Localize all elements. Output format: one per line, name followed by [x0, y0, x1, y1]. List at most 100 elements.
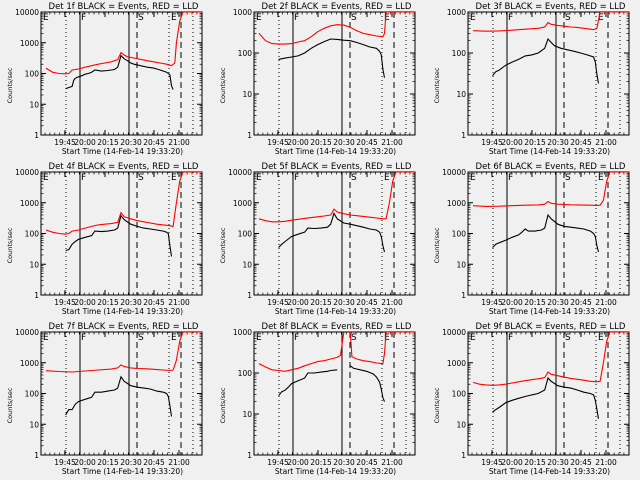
y-tick-label: 1	[461, 451, 466, 460]
interval-marker: E	[171, 333, 177, 343]
y-tick-label: 10	[456, 260, 466, 269]
interval-marker: S	[351, 333, 357, 343]
y-tick-label: 1	[34, 451, 39, 460]
y-tick-label: 1	[247, 451, 252, 460]
events-series-line	[492, 37, 600, 84]
x-tick-label: 20:00	[74, 298, 96, 307]
plot-frame	[467, 11, 630, 136]
x-tick-label: 20:00	[287, 458, 309, 467]
interval-marker: E	[256, 333, 262, 343]
y-tick-label: 10	[242, 260, 252, 269]
interval-marker: S	[138, 173, 144, 183]
y-axis-label: Counts/sec	[433, 67, 441, 103]
interval-marker: F	[81, 173, 86, 183]
detector-panel-3: Det 3f BLACK = Events, RED = LLD 1 10 100 10…	[427, 0, 640, 160]
y-tick-label: 1000	[447, 8, 466, 17]
x-tick-label: 20:30	[333, 298, 355, 307]
lld-series-line	[258, 12, 415, 45]
y-tick-label: 10	[29, 420, 39, 429]
y-tick-label: 10000	[442, 328, 466, 337]
y-tick-label: 10000	[228, 168, 252, 177]
x-tick-label: 20:30	[333, 138, 355, 147]
y-tick-label: 10	[29, 100, 39, 109]
y-tick-label: 1000	[20, 39, 39, 48]
x-tick-label: 21:00	[381, 458, 403, 467]
x-tick-label: 20:45	[356, 298, 378, 307]
x-tick-label: 20:00	[287, 138, 309, 147]
x-tick-label: 20:30	[120, 298, 142, 307]
chart-title: Det 2f BLACK = Events, RED = LLD	[262, 2, 412, 12]
x-axis-label: Start Time (14-Feb-14 19:33:20)	[275, 307, 396, 316]
interval-marker: F	[294, 333, 299, 343]
x-tick-label: 21:00	[381, 138, 403, 147]
interval-marker: F	[81, 13, 86, 23]
events-series-line	[65, 214, 173, 257]
y-tick-label: 10	[29, 260, 39, 269]
y-tick-label: 100	[452, 390, 467, 399]
y-axis-label: Counts/sec	[433, 387, 441, 423]
y-tick-label: 1000	[233, 8, 252, 17]
x-tick-label: 20:30	[547, 298, 569, 307]
interval-marker: S	[565, 13, 571, 23]
y-axis-label: Counts/sec	[219, 67, 227, 103]
x-tick-label: 19:45	[481, 138, 503, 147]
interval-marker: E	[256, 13, 262, 23]
interval-marker: S	[565, 333, 571, 343]
y-tick-label: 100	[238, 369, 253, 378]
x-tick-label: 19:45	[54, 138, 76, 147]
x-axis-label: Start Time (14-Feb-14 19:33:20)	[62, 147, 183, 156]
x-axis-label: Start Time (14-Feb-14 19:33:20)	[489, 467, 610, 476]
interval-marker: E	[470, 13, 476, 23]
x-tick-label: 21:00	[381, 298, 403, 307]
x-tick-label: 20:00	[74, 138, 96, 147]
x-tick-label: 19:45	[54, 458, 76, 467]
y-tick-label: 100	[452, 49, 467, 58]
y-tick-label: 10	[242, 410, 252, 419]
x-tick-label: 20:15	[310, 298, 332, 307]
x-tick-label: 20:45	[356, 138, 378, 147]
y-tick-label: 1	[247, 291, 252, 300]
y-tick-label: 1	[34, 291, 39, 300]
events-series-line	[65, 375, 173, 417]
detector-panel-2: Det 2f BLACK = Events, RED = LLD 1 10 100 10…	[213, 0, 426, 160]
y-tick-label: 1	[461, 131, 466, 140]
lld-series-line	[472, 172, 629, 207]
x-tick-label: 21:00	[595, 138, 617, 147]
chart-svg: Det 3f BLACK = Events, RED = LLD 1 10 100 10…	[433, 2, 630, 156]
x-tick-label: 20:15	[524, 138, 546, 147]
chart-title: Det 4f BLACK = Events, RED = LLD	[49, 162, 199, 172]
chart-title: Det 1f BLACK = Events, RED = LLD	[49, 2, 199, 12]
events-series-line	[65, 54, 174, 90]
x-tick-label: 20:30	[547, 138, 569, 147]
y-tick-label: 100	[25, 70, 40, 79]
detector-panel-8: Det 8f BLACK = Events, RED = LLD 1 10 100 10…	[213, 320, 426, 480]
x-tick-label: 20:45	[143, 298, 165, 307]
x-tick-label: 20:45	[143, 458, 165, 467]
events-series-line	[278, 212, 386, 253]
x-tick-label: 19:45	[481, 298, 503, 307]
y-axis-label: Counts/sec	[6, 67, 14, 103]
x-tick-label: 20:15	[310, 138, 332, 147]
interval-marker: E	[384, 173, 390, 183]
x-tick-label: 20:45	[143, 138, 165, 147]
x-tick-label: 20:45	[570, 298, 592, 307]
chart-title: Det 6f BLACK = Events, RED = LLD	[476, 162, 626, 172]
chart-svg: Det 8f BLACK = Events, RED = LLD 1 10 100 10…	[219, 322, 416, 476]
chart-title: Det 5f BLACK = Events, RED = LLD	[262, 162, 412, 172]
events-series-line	[349, 365, 386, 402]
x-tick-label: 19:45	[267, 458, 289, 467]
x-tick-label: 20:45	[356, 458, 378, 467]
y-axis-label: Counts/sec	[219, 387, 227, 423]
y-axis-label: Counts/sec	[219, 227, 227, 263]
x-tick-label: 19:45	[267, 298, 289, 307]
interval-marker: E	[598, 333, 604, 343]
detector-panel-4: Det 4f BLACK = Events, RED = LLD 1 10 100 10…	[0, 160, 213, 320]
x-tick-label: 21:00	[168, 138, 190, 147]
x-tick-label: 20:15	[97, 298, 119, 307]
y-tick-label: 1	[34, 131, 39, 140]
y-tick-label: 1000	[233, 328, 252, 337]
y-axis-label: Counts/sec	[433, 227, 441, 263]
interval-marker: F	[508, 173, 513, 183]
chart-title: Det 8f BLACK = Events, RED = LLD	[262, 322, 412, 332]
y-tick-label: 100	[452, 230, 467, 239]
